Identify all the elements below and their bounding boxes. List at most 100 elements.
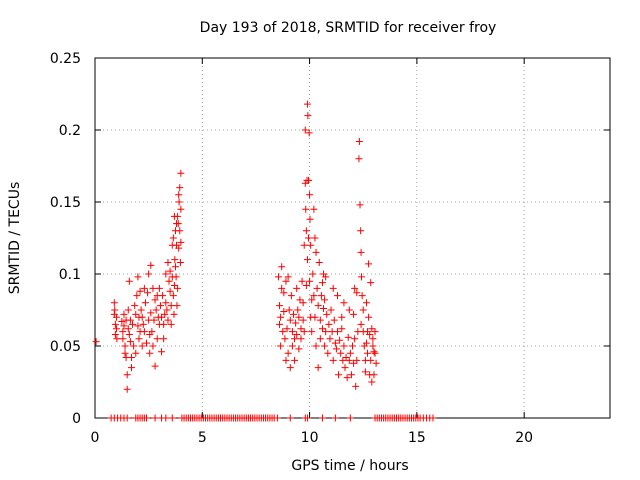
data-point bbox=[112, 325, 120, 333]
data-point bbox=[127, 364, 135, 372]
data-point bbox=[280, 307, 288, 315]
data-point bbox=[151, 362, 159, 370]
data-point bbox=[165, 277, 173, 285]
data-point bbox=[367, 356, 375, 364]
data-point bbox=[138, 342, 146, 350]
data-point bbox=[362, 299, 370, 307]
data-point bbox=[282, 277, 290, 285]
data-point bbox=[305, 129, 313, 137]
data-point bbox=[314, 364, 322, 372]
data-point bbox=[325, 320, 333, 328]
data-point bbox=[337, 349, 345, 357]
data-point bbox=[111, 306, 119, 314]
data-point bbox=[133, 292, 141, 300]
data-point bbox=[174, 212, 182, 220]
data-point bbox=[333, 328, 341, 336]
y-tick-label: 0.15 bbox=[50, 195, 81, 211]
data-point bbox=[146, 349, 154, 357]
data-point bbox=[333, 292, 341, 300]
data-point bbox=[177, 169, 185, 177]
data-point bbox=[140, 328, 148, 336]
data-point bbox=[276, 302, 284, 310]
data-point bbox=[306, 277, 314, 285]
data-point bbox=[110, 299, 118, 307]
data-point bbox=[152, 306, 160, 314]
data-point bbox=[305, 234, 313, 242]
data-point bbox=[307, 241, 315, 249]
data-point bbox=[120, 322, 128, 330]
data-point bbox=[346, 349, 354, 357]
data-point bbox=[166, 267, 174, 275]
data-point bbox=[134, 273, 142, 281]
data-point bbox=[125, 277, 133, 285]
data-point bbox=[297, 335, 305, 343]
data-point bbox=[371, 328, 379, 336]
data-point bbox=[150, 316, 158, 324]
data-point bbox=[294, 306, 302, 314]
data-point bbox=[357, 248, 365, 256]
data-point bbox=[315, 258, 323, 266]
data-point bbox=[149, 342, 157, 350]
data-point bbox=[291, 335, 299, 343]
data-point bbox=[329, 284, 337, 292]
data-point bbox=[338, 325, 346, 333]
data-point bbox=[293, 284, 301, 292]
data-point bbox=[299, 316, 307, 324]
x-tick-label: 5 bbox=[198, 430, 207, 446]
data-point bbox=[274, 273, 282, 281]
data-point bbox=[277, 313, 285, 321]
data-point bbox=[321, 296, 329, 304]
data-point bbox=[151, 414, 159, 422]
data-point bbox=[351, 335, 359, 343]
data-point bbox=[350, 359, 358, 367]
data-point bbox=[113, 335, 121, 343]
data-point bbox=[306, 191, 314, 199]
data-point bbox=[314, 302, 322, 310]
grid bbox=[95, 58, 610, 418]
data-point bbox=[147, 261, 155, 269]
data-point bbox=[351, 284, 359, 292]
data-point bbox=[159, 292, 167, 300]
data-point bbox=[367, 279, 375, 287]
data-point bbox=[134, 322, 142, 330]
data-point bbox=[278, 284, 286, 292]
data-point bbox=[341, 364, 349, 372]
data-point bbox=[346, 414, 354, 422]
data-point bbox=[123, 371, 131, 379]
data-point bbox=[312, 248, 320, 256]
data-point bbox=[162, 299, 170, 307]
data-point bbox=[277, 342, 285, 350]
data-point bbox=[303, 256, 311, 264]
data-point bbox=[170, 310, 178, 318]
data-point bbox=[335, 371, 343, 379]
data-point bbox=[303, 100, 311, 108]
data-point bbox=[168, 414, 176, 422]
data-point bbox=[149, 284, 157, 292]
data-point bbox=[299, 299, 307, 307]
data-point bbox=[318, 414, 326, 422]
data-point bbox=[177, 238, 185, 246]
y-tick-label: 0.1 bbox=[59, 267, 81, 283]
data-point bbox=[283, 325, 291, 333]
data-point bbox=[429, 414, 437, 422]
x-axis-title: GPS time / hours bbox=[291, 458, 408, 474]
data-point bbox=[281, 335, 289, 343]
x-tick-label: 20 bbox=[515, 430, 533, 446]
data-point bbox=[175, 198, 183, 206]
data-point bbox=[279, 328, 287, 336]
data-point bbox=[284, 349, 292, 357]
data-point bbox=[295, 345, 303, 353]
data-point bbox=[311, 234, 319, 242]
data-point bbox=[322, 273, 330, 281]
data-point bbox=[282, 356, 290, 364]
data-point bbox=[273, 414, 281, 422]
data-point bbox=[162, 270, 170, 278]
data-point bbox=[143, 339, 150, 347]
data-point bbox=[342, 354, 350, 362]
data-point bbox=[164, 258, 172, 266]
data-point bbox=[288, 328, 296, 336]
data-point bbox=[175, 244, 183, 252]
data-point bbox=[278, 263, 286, 271]
